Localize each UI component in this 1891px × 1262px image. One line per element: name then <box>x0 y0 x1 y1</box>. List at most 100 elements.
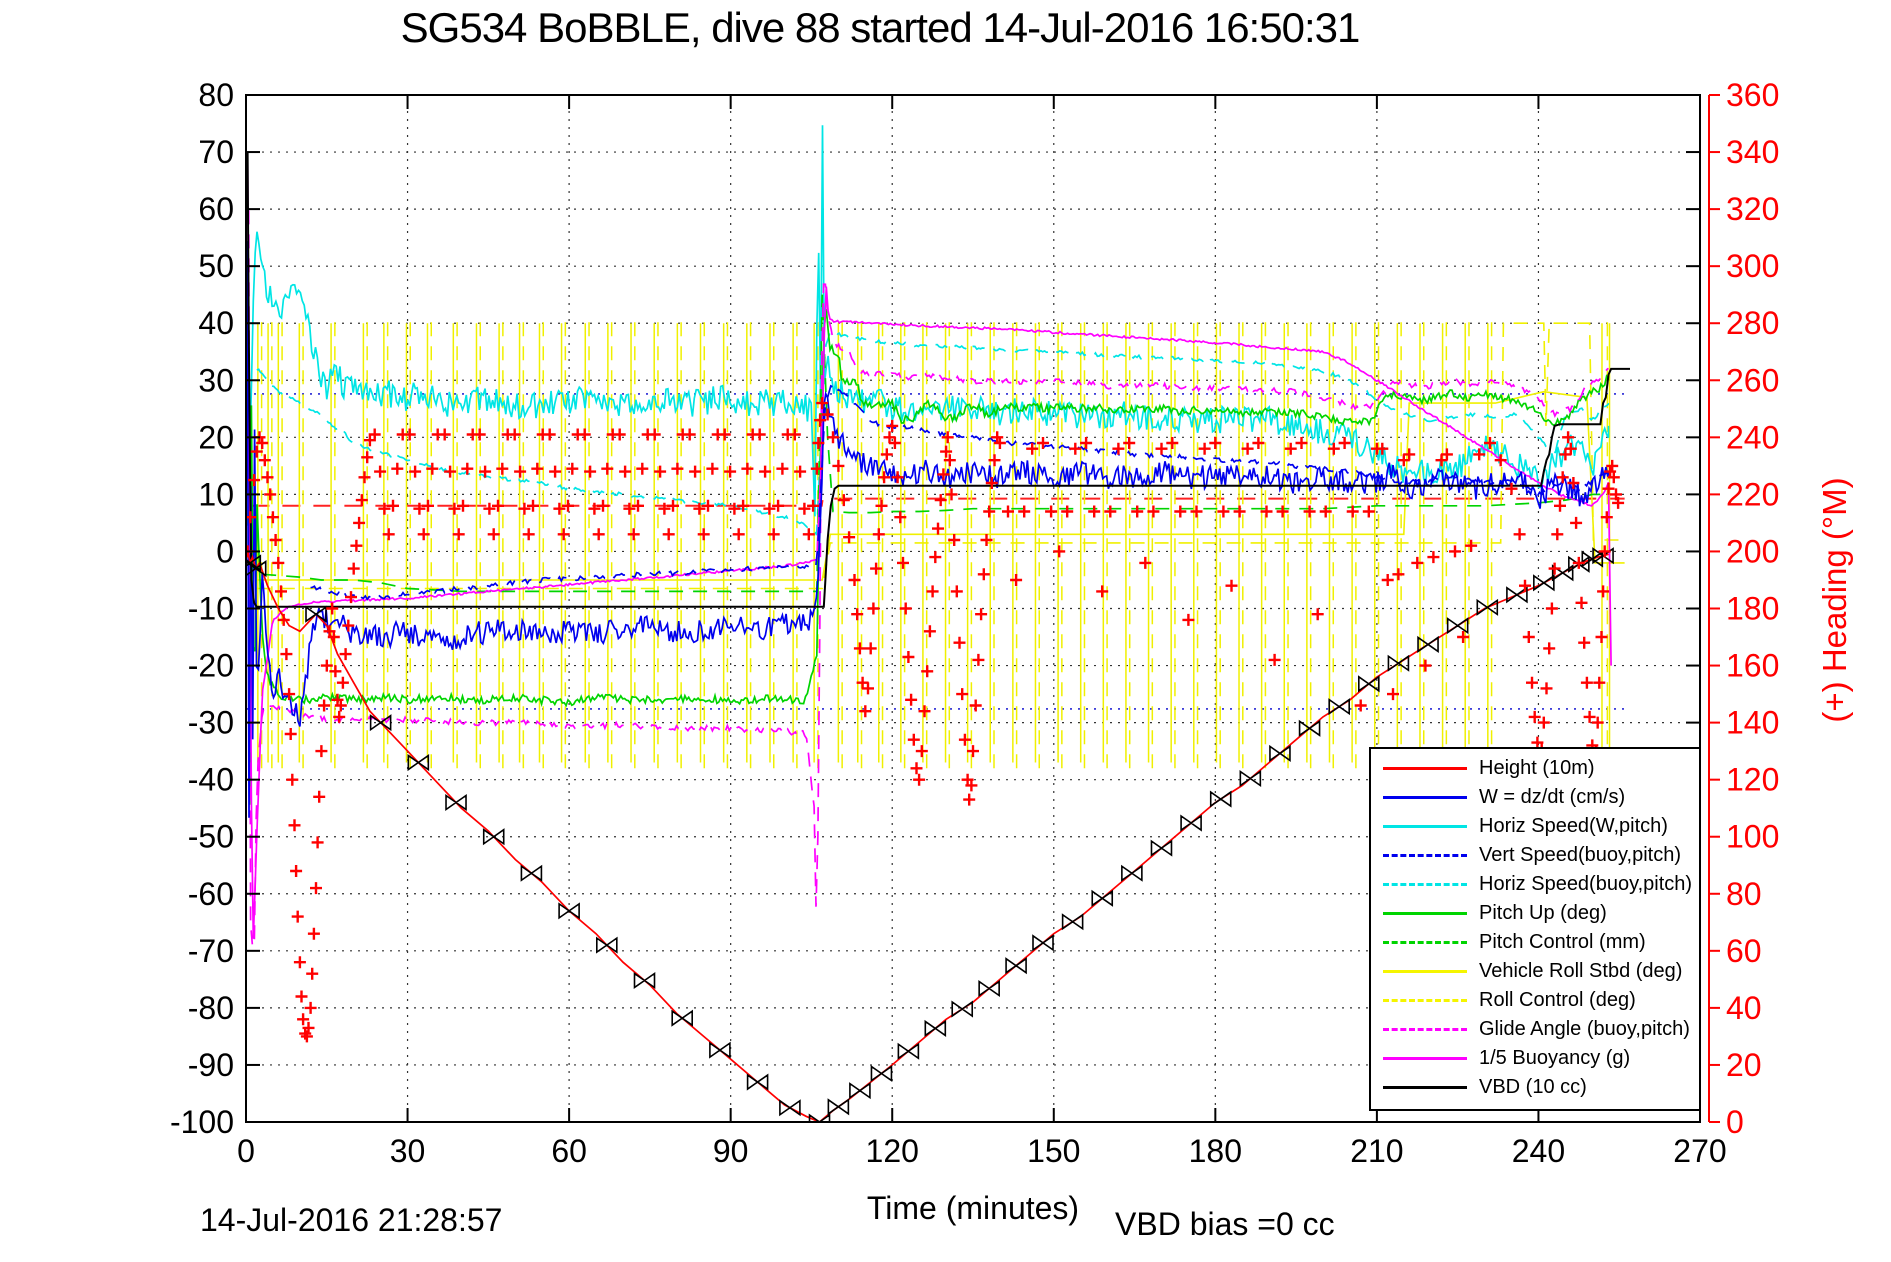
left-y-tick-label: -100 <box>170 1104 234 1140</box>
left-y-tick-label: 50 <box>198 248 234 284</box>
right-y-tick-label: 320 <box>1726 191 1779 227</box>
legend: Height (10m) W = dz/dt (cm/s) Horiz Speed(… <box>1369 747 1701 1111</box>
x-tick-label: 240 <box>1512 1133 1565 1169</box>
legend-item-label: Roll Control (deg) <box>1479 989 1636 1011</box>
legend-item-label: 1/5 Buoyancy (g) <box>1479 1047 1631 1069</box>
right-y-tick-label: 120 <box>1726 762 1779 798</box>
series-1-5-buoyancy-g <box>246 152 1612 939</box>
series-horiz-speed-buoy-pitch <box>256 330 1610 536</box>
left-y-tick-label: -80 <box>188 990 234 1026</box>
legend-item-label: Vert Speed(buoy,pitch) <box>1479 844 1681 866</box>
right-y-tick-label: 80 <box>1726 876 1762 912</box>
chart-title: SG534 BoBBLE, dive 88 started 14-Jul-201… <box>400 4 1361 51</box>
x-tick-label: 180 <box>1189 1133 1242 1169</box>
right-y-tick-label: 260 <box>1726 362 1779 398</box>
series-vbd-10-cc <box>246 152 1630 608</box>
legend-item-label: Pitch Up (deg) <box>1479 902 1607 924</box>
series-pitch-up-deg <box>246 309 1610 805</box>
right-y-axis-label: (+) Heading (°M) <box>1816 477 1853 723</box>
legend-line-sample <box>1383 1057 1467 1060</box>
left-y-tick-label: 0 <box>216 533 234 569</box>
legend-item: Roll Control (deg) <box>1371 986 1699 1015</box>
legend-line-sample <box>1383 796 1467 799</box>
left-y-tick-label: 40 <box>198 305 234 341</box>
series-horiz-speed-w-pitch <box>246 125 1610 526</box>
series-vert-speed-buoy-pitch <box>310 384 1609 601</box>
legend-item: W = dz/dt (cm/s) <box>1371 783 1699 812</box>
legend-line-sample <box>1383 767 1467 770</box>
legend-item-label: Vehicle Roll Stbd (deg) <box>1479 960 1683 982</box>
left-y-tick-label: 10 <box>198 476 234 512</box>
left-y-tick-label: -90 <box>188 1047 234 1083</box>
right-y-tick-label: 0 <box>1726 1104 1744 1140</box>
x-tick-label: 270 <box>1673 1133 1726 1169</box>
legend-item: Vehicle Roll Stbd (deg) <box>1371 957 1699 986</box>
left-y-tick-label: 30 <box>198 362 234 398</box>
left-y-tick-label: -30 <box>188 705 234 741</box>
series-roll-control-deg <box>256 317 1625 769</box>
left-y-tick-label: -40 <box>188 762 234 798</box>
legend-item: Vert Speed(buoy,pitch) <box>1371 841 1699 870</box>
legend-item: Pitch Up (deg) <box>1371 899 1699 928</box>
right-y-tick-label: 360 <box>1726 77 1779 113</box>
legend-item: VBD (10 cc) <box>1371 1073 1699 1102</box>
vbd-bias-annotation: VBD bias =0 cc <box>1115 1206 1335 1242</box>
x-axis-label: Time (minutes) <box>866 1190 1080 1226</box>
legend-item-label: VBD (10 cc) <box>1479 1076 1587 1098</box>
x-tick-label: 60 <box>551 1133 587 1169</box>
legend-line-sample <box>1383 883 1467 886</box>
right-y-tick-label: 200 <box>1726 533 1779 569</box>
right-y-tick-label: 40 <box>1726 990 1762 1026</box>
legend-item-label: W = dz/dt (cm/s) <box>1479 786 1626 808</box>
grid <box>246 95 1700 1122</box>
series-w-dz-dt-cm-s <box>246 241 1610 818</box>
legend-item-label: Glide Angle (buoy,pitch) <box>1479 1018 1690 1040</box>
right-y-tick-label: 140 <box>1726 705 1779 741</box>
right-y-tick-label: 300 <box>1726 248 1779 284</box>
series-glide-angle-buoy-pitch <box>247 210 1609 950</box>
plot-timestamp: 14-Jul-2016 21:28:57 <box>200 1202 503 1238</box>
left-y-tick-label: -50 <box>188 819 234 855</box>
x-tick-label: 120 <box>866 1133 919 1169</box>
legend-item-label: Horiz Speed(buoy,pitch) <box>1479 873 1693 895</box>
legend-line-sample <box>1383 912 1467 915</box>
legend-line-sample <box>1383 999 1467 1002</box>
left-y-tick-label: -10 <box>188 591 234 627</box>
legend-line-sample <box>1383 970 1467 973</box>
left-y-tick-label: 20 <box>198 419 234 455</box>
legend-item-label: Pitch Control (mm) <box>1479 931 1646 953</box>
legend-item-label: Height (10m) <box>1479 757 1595 779</box>
right-y-tick-label: 180 <box>1726 591 1779 627</box>
x-tick-label: 0 <box>237 1133 255 1169</box>
right-heading-axis: 3603403203002802602402202001801601401201… <box>1708 77 1779 1140</box>
legend-item: Pitch Control (mm) <box>1371 928 1699 957</box>
right-y-tick-label: 20 <box>1726 1047 1762 1083</box>
legend-item: Horiz Speed(buoy,pitch) <box>1371 870 1699 899</box>
legend-line-sample <box>1383 1028 1467 1031</box>
left-y-tick-label: -20 <box>188 648 234 684</box>
x-tick-label: 150 <box>1027 1133 1080 1169</box>
axes: 0 30 60 90 120 150 180 210 240 270 80 70 60 50 40 30 20 1… <box>170 77 1727 1169</box>
left-y-tick-label: 80 <box>198 77 234 113</box>
legend-item-label: Horiz Speed(W,pitch) <box>1479 815 1668 837</box>
x-tick-label: 210 <box>1350 1133 1403 1169</box>
legend-item: Horiz Speed(W,pitch) <box>1371 812 1699 841</box>
right-y-tick-label: 160 <box>1726 648 1779 684</box>
legend-line-sample <box>1383 825 1467 828</box>
legend-line-sample <box>1383 1086 1467 1089</box>
legend-item: Height (10m) <box>1371 754 1699 783</box>
legend-line-sample <box>1383 941 1467 944</box>
legend-item: 1/5 Buoyancy (g) <box>1371 1044 1699 1073</box>
x-tick-label: 90 <box>713 1133 749 1169</box>
right-y-axis-label-wrap: (+) Heading (°M) <box>1800 0 1870 1262</box>
right-y-tick-label: 240 <box>1726 419 1779 455</box>
right-y-tick-label: 60 <box>1726 933 1762 969</box>
legend-item: Glide Angle (buoy,pitch) <box>1371 1015 1699 1044</box>
series-pitch-control-mm <box>262 294 1609 593</box>
left-y-tick-label: -70 <box>188 933 234 969</box>
right-y-tick-label: 340 <box>1726 134 1779 170</box>
left-y-tick-label: 60 <box>198 191 234 227</box>
left-y-tick-label: -60 <box>188 876 234 912</box>
